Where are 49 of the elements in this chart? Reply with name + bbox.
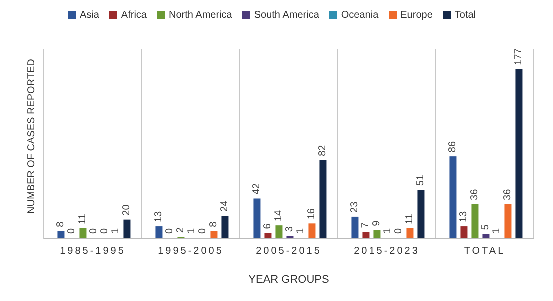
data-label: 0 bbox=[164, 228, 176, 234]
x-tick-label: 2005-2015 bbox=[256, 246, 322, 258]
x-tick-label: 2015-2023 bbox=[354, 246, 420, 258]
data-label: 36 bbox=[470, 188, 481, 200]
legend-label: Total bbox=[454, 10, 476, 21]
data-label: 7 bbox=[360, 222, 372, 228]
data-label: 13 bbox=[154, 210, 165, 223]
data-label: 5 bbox=[480, 224, 492, 230]
data-label: 2 bbox=[176, 227, 187, 234]
x-tick-label: 1995-2005 bbox=[158, 246, 224, 258]
data-label: 51 bbox=[416, 174, 427, 186]
data-label: 11 bbox=[78, 214, 89, 224]
data-label: 36 bbox=[502, 188, 514, 200]
legend-label: Europe bbox=[400, 10, 433, 21]
data-label: 11 bbox=[404, 214, 416, 224]
x-tick-label: 1985-1995 bbox=[60, 246, 126, 258]
legend-label: South America bbox=[254, 10, 320, 21]
data-label: 86 bbox=[448, 141, 459, 153]
data-label: 0 bbox=[100, 228, 111, 234]
data-label: 16 bbox=[306, 208, 318, 220]
data-label: 9 bbox=[372, 220, 383, 226]
data-label: 42 bbox=[252, 183, 263, 195]
data-label: 0 bbox=[88, 228, 100, 234]
data-label: 8 bbox=[56, 221, 67, 228]
data-label: 82 bbox=[318, 144, 329, 156]
data-label: 3 bbox=[284, 226, 296, 232]
legend-label: Africa bbox=[121, 10, 147, 21]
data-label: 0 bbox=[66, 228, 78, 234]
data-label: 1 bbox=[382, 228, 394, 234]
data-label: 13 bbox=[458, 210, 470, 223]
x-axis-title: YEAR GROUPS bbox=[248, 274, 330, 286]
legend-label: Oceania bbox=[341, 10, 379, 21]
data-label: 6 bbox=[262, 223, 274, 230]
legend-label: Asia bbox=[80, 10, 100, 21]
data-label: 23 bbox=[350, 201, 361, 213]
x-tick-label: TOTAL bbox=[464, 246, 506, 258]
legend-label: North America bbox=[168, 10, 232, 21]
data-label: 177 bbox=[514, 48, 525, 66]
data-label: 1 bbox=[296, 228, 307, 234]
data-label: 1 bbox=[186, 228, 198, 234]
data-label: 14 bbox=[274, 210, 285, 222]
data-label: 24 bbox=[220, 200, 231, 212]
data-label: 0 bbox=[198, 228, 209, 234]
data-label: 1 bbox=[110, 228, 122, 234]
data-label: 0 bbox=[394, 228, 405, 234]
data-label: 20 bbox=[122, 204, 133, 216]
data-label: 1 bbox=[492, 228, 503, 234]
y-axis-title: NUMBER OF CASES REPORTED bbox=[26, 59, 38, 214]
data-label: 8 bbox=[208, 221, 220, 228]
